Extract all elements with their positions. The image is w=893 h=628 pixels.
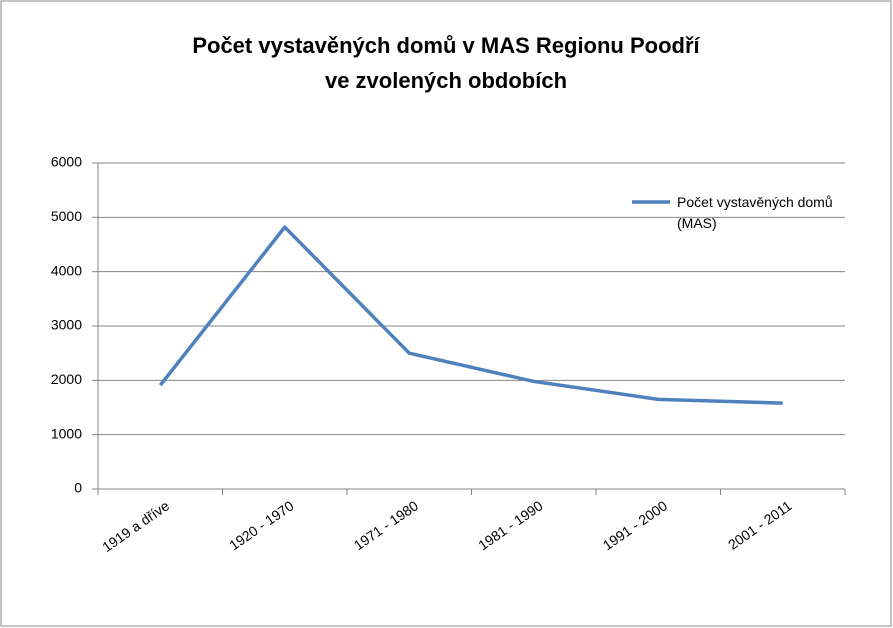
y-tick-label: 4000 xyxy=(51,262,82,278)
legend-label: Počet vystavěných domů (MAS) xyxy=(677,194,833,231)
chart-title: Počet vystavěných domů v MAS Regionu Poo… xyxy=(192,33,700,58)
y-tick-label: 6000 xyxy=(51,154,82,170)
y-tick-label: 0 xyxy=(74,480,82,496)
y-tick-label: 2000 xyxy=(51,371,82,387)
chart-title: ve zvolených obdobích xyxy=(325,68,567,93)
y-tick-label: 5000 xyxy=(51,208,82,224)
y-tick-label: 3000 xyxy=(51,317,82,333)
y-tick-label: 1000 xyxy=(51,425,82,441)
data-line xyxy=(158,225,783,405)
